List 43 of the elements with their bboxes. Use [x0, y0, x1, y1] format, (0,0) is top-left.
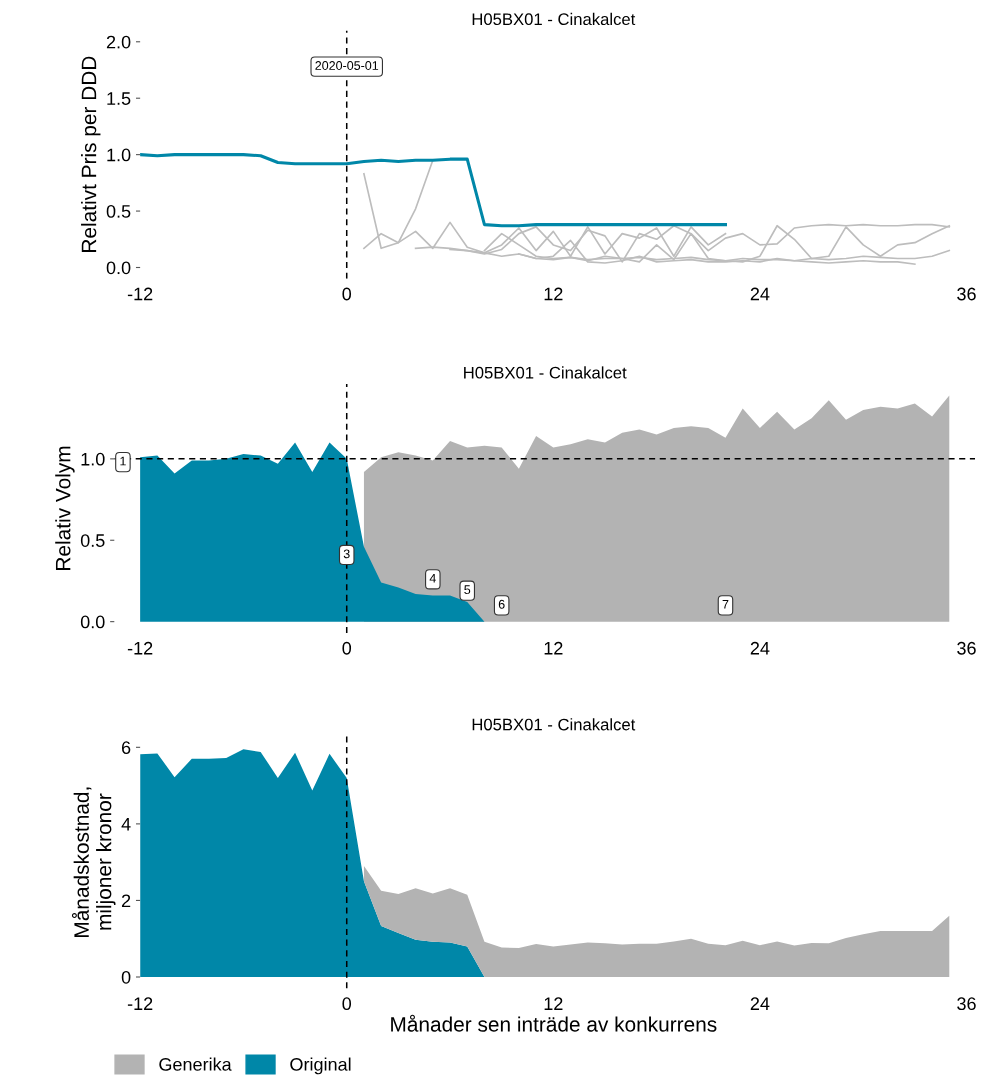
chart-title: H05BX01 - Cinakalcet — [464, 366, 627, 379]
annotation: 2020-05-01 — [315, 61, 379, 70]
annotation: 7 — [722, 600, 729, 609]
legend-label: Generika — [159, 1057, 232, 1071]
x-axis-title: Månader sen inträde av konkurrens — [391, 1014, 717, 1032]
x-tick-label: 36 — [957, 641, 976, 655]
chart-title: H05BX01 - Cinakalcet — [472, 12, 636, 26]
y-tick-label: 0.5 — [106, 205, 131, 218]
x-tick-label: 12 — [544, 287, 563, 301]
x-tick-label: -12 — [127, 997, 153, 1010]
y-tick-label: 2 — [121, 894, 131, 907]
y-tick-label: 6 — [121, 741, 131, 755]
y-axis-title: Relativt Pris per DDD — [81, 56, 101, 252]
x-tick-label: 0 — [342, 641, 352, 655]
x-tick-label: 36 — [957, 287, 976, 301]
annotation: 5 — [464, 585, 471, 595]
x-tick-label: 24 — [750, 641, 770, 655]
y-tick-label: 2.0 — [106, 35, 131, 49]
y-tick-label: 1.0 — [81, 452, 105, 466]
y-axis-title: Månadskostnad, miljoner kronor — [71, 787, 116, 937]
x-tick-label: 24 — [750, 997, 770, 1010]
annotation: 3 — [343, 549, 350, 559]
y-axis-title: Relativ Volym — [55, 446, 75, 570]
x-tick-label: 12 — [544, 997, 563, 1010]
y-tick-label: 0 — [121, 970, 131, 984]
x-tick-label: 0 — [342, 997, 352, 1011]
chart-title: H05BX01 - Cinakalcet — [472, 718, 636, 731]
x-tick-label: 24 — [750, 287, 770, 301]
annotation: 6 — [498, 599, 505, 609]
legend-label: Original — [290, 1057, 351, 1075]
x-tick-label: 12 — [544, 641, 563, 655]
annotation: 4 — [429, 573, 436, 583]
x-tick-label: 36 — [957, 997, 976, 1011]
y-tick-label: 1.5 — [107, 92, 131, 105]
annotation: 1 — [120, 456, 126, 466]
y-tick-label: 0.5 — [80, 534, 105, 547]
x-tick-label: 0 — [342, 287, 352, 301]
y-tick-label: 0.0 — [106, 261, 131, 275]
y-tick-label: 4 — [121, 818, 131, 831]
y-tick-label: 0.0 — [80, 615, 105, 629]
x-tick-label: -12 — [127, 641, 153, 655]
y-tick-label: 1.0 — [107, 148, 131, 162]
x-tick-label: -12 — [127, 287, 153, 301]
